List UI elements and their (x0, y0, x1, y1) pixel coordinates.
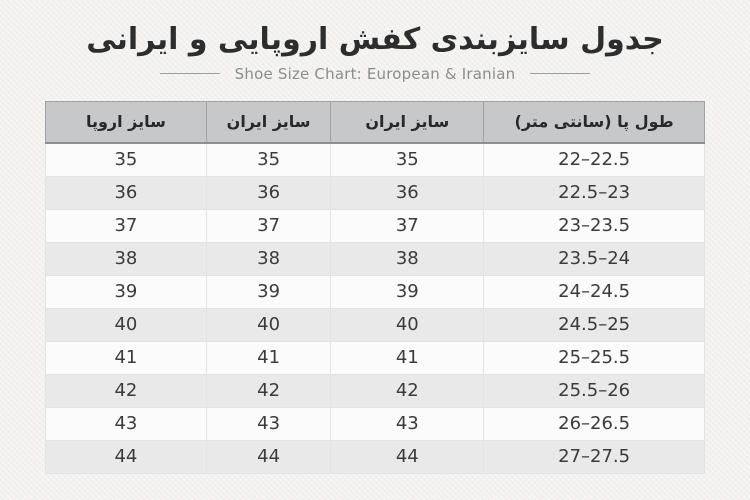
header-cell-iran-size-1: سایز ایران (330, 100, 485, 144)
cell-europe-size: 41 (45, 340, 207, 375)
cell-iran-size-1: 38 (330, 241, 485, 276)
cell-iran-size-2: 41 (205, 340, 332, 375)
cell-iran-size-2: 38 (205, 241, 332, 276)
cell-iran-size-1: 44 (330, 439, 485, 474)
cell-iran-size-2: 39 (205, 274, 332, 309)
cell-foot-length-cm: 27–27.5 (483, 439, 705, 474)
cell-iran-size-2: 37 (205, 208, 332, 243)
table-row: 24–24.5 39 39 39 (45, 274, 705, 309)
cell-europe-size: 42 (45, 373, 207, 408)
cell-iran-size-1: 40 (330, 307, 485, 342)
cell-europe-size: 44 (45, 439, 207, 474)
shoe-size-table: طول پا (سانتی متر) سایز ایران سایز ایران سا… (45, 100, 705, 474)
cell-europe-size: 37 (45, 208, 207, 243)
subtitle-rule-left (159, 73, 220, 74)
cell-europe-size: 36 (45, 175, 207, 210)
page-title: جدول سایزبندی کفش اروپایی و ایرانی (86, 22, 664, 57)
subtitle-row: Shoe Size Chart: European & Iranian (0, 64, 750, 84)
header-cell-europe-size: سایز اروپا (45, 100, 207, 144)
table-row: 24.5–25 40 40 40 (45, 307, 705, 342)
cell-iran-size-1: 39 (330, 274, 485, 309)
cell-foot-length-cm: 25–25.5 (483, 340, 705, 375)
cell-europe-size: 40 (45, 307, 207, 342)
table-row: 25–25.5 41 41 41 (45, 340, 705, 375)
table-row: 23.5–24 38 38 38 (45, 241, 705, 276)
header-cell-foot-length-cm: طول پا (سانتی متر) (483, 100, 705, 144)
table-header-row: طول پا (سانتی متر) سایز ایران سایز ایران سا… (45, 100, 705, 144)
header-cell-iran-size-2: سایز ایران (205, 100, 332, 144)
cell-europe-size: 43 (45, 406, 207, 441)
table-row: 23–23.5 37 37 37 (45, 208, 705, 243)
table-row: 22.5–23 36 36 36 (45, 175, 705, 210)
cell-iran-size-1: 41 (330, 340, 485, 375)
cell-iran-size-1: 42 (330, 373, 485, 408)
cell-iran-size-2: 42 (205, 373, 332, 408)
cell-foot-length-cm: 22.5–23 (483, 175, 705, 210)
table-row: 26–26.5 43 43 43 (45, 406, 705, 441)
table-body: 22–22.5 35 35 35 22.5–23 36 36 36 23–23.5 37 37 37 2… (45, 142, 705, 474)
table-row: 25.5–26 42 42 42 (45, 373, 705, 408)
table-row: 27–27.5 44 44 44 (45, 439, 705, 474)
cell-iran-size-1: 43 (330, 406, 485, 441)
cell-foot-length-cm: 24.5–25 (483, 307, 705, 342)
cell-iran-size-2: 44 (205, 439, 332, 474)
table-head: طول پا (سانتی متر) سایز ایران سایز ایران سا… (45, 100, 705, 144)
cell-europe-size: 39 (45, 274, 207, 309)
cell-europe-size: 38 (45, 241, 207, 276)
cell-iran-size-1: 35 (330, 142, 485, 177)
cell-foot-length-cm: 25.5–26 (483, 373, 705, 408)
page-subtitle: Shoe Size Chart: European & Iranian (234, 64, 516, 83)
cell-iran-size-2: 36 (205, 175, 332, 210)
cell-foot-length-cm: 22–22.5 (483, 142, 705, 177)
cell-iran-size-2: 43 (205, 406, 332, 441)
table-row: 22–22.5 35 35 35 (45, 142, 705, 177)
cell-iran-size-1: 36 (330, 175, 485, 210)
cell-foot-length-cm: 24–24.5 (483, 274, 705, 309)
cell-europe-size: 35 (45, 142, 207, 177)
cell-foot-length-cm: 23.5–24 (483, 241, 705, 276)
subtitle-rule-right (530, 73, 591, 74)
cell-iran-size-1: 37 (330, 208, 485, 243)
cell-iran-size-2: 40 (205, 307, 332, 342)
cell-foot-length-cm: 26–26.5 (483, 406, 705, 441)
cell-foot-length-cm: 23–23.5 (483, 208, 705, 243)
cell-iran-size-2: 35 (205, 142, 332, 177)
